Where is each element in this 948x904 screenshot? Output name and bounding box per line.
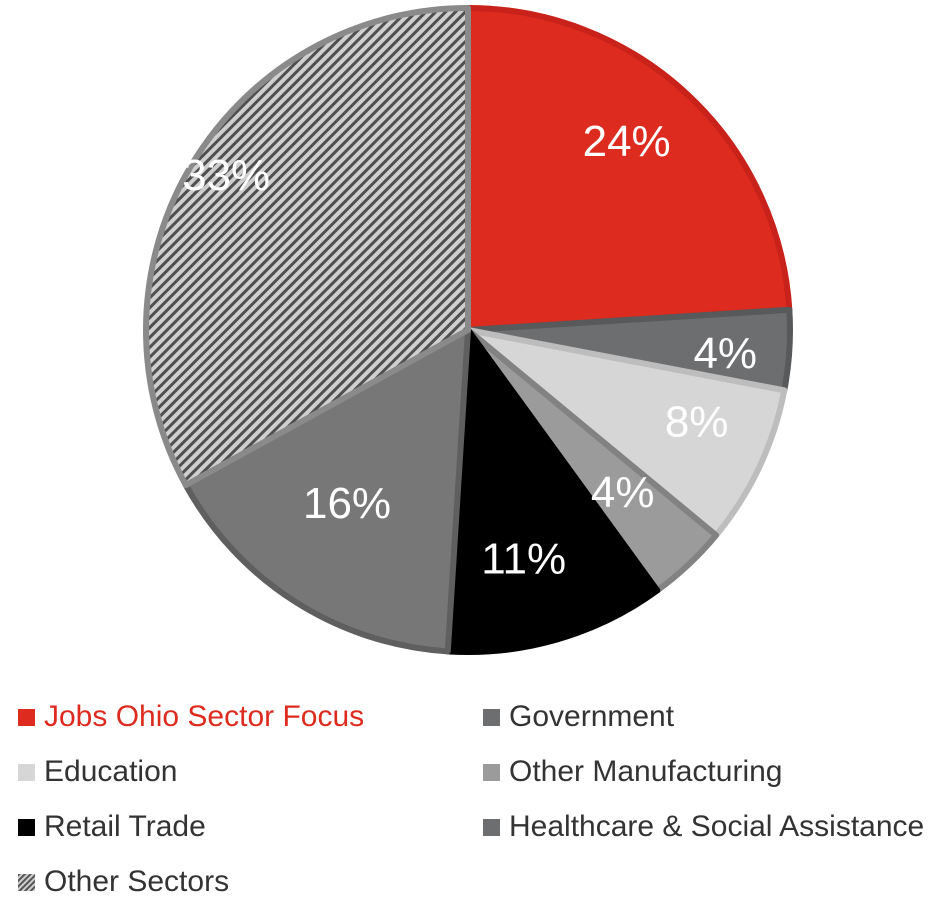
legend-item-other-manufacturing: Other Manufacturing [483,752,782,792]
legend-label-healthcare-social-assistance: Healthcare & Social Assistance [509,810,925,843]
data-label-other-sectors: 33% [182,151,270,200]
legend-label-government: Government [509,700,675,733]
legend-label-jobs-ohio-sector-focus: Jobs Ohio Sector Focus [44,700,365,733]
pie-chart: 24% 4% 8% 4% 11% 16% 33% [143,5,793,655]
legend-swatch-jobs-ohio-sector-focus [18,708,35,726]
legend-item-education: Education [18,752,177,792]
pie-chart-svg: 24%4%8%4%11%16%33% [143,5,793,655]
chart-legend: Jobs Ohio Sector Focus Government Educat… [0,695,948,904]
data-label-other-manufacturing: 4% [591,468,655,517]
legend-swatch-other-manufacturing [483,763,500,781]
legend-label-other-sectors: Other Sectors [44,865,230,898]
pie-slice-education [465,327,788,539]
legend-label-education: Education [44,755,178,788]
legend-swatch-education [18,763,35,781]
stripes-icon [18,873,35,891]
legend-item-government: Government [483,697,674,737]
pie-data-labels: 24%4%8%4%11%16%33% [182,117,757,583]
pie-slice-healthcare-social-assistance [182,327,471,655]
legend-swatch-other-sectors [18,873,35,891]
legend-item-other-sectors: Other Sectors [18,862,229,902]
data-label-healthcare-social-assistance: 16% [303,479,391,528]
legend-item-healthcare-social-assistance: Healthcare & Social Assistance [483,807,924,847]
legend-item-jobs-ohio-sector-focus: Jobs Ohio Sector Focus [18,697,364,737]
data-label-education: 8% [665,398,729,447]
legend-label-other-manufacturing: Other Manufacturing [509,755,783,788]
pie-slice-other-sectors [143,5,471,489]
legend-swatch-retail-trade [18,818,35,836]
data-label-retail-trade: 11% [481,534,566,583]
pie-slice-retail-trade [444,327,661,655]
legend-label-retail-trade: Retail Trade [44,810,206,843]
data-label-jobs-ohio-sector-focus: 24% [583,117,671,166]
legend-item-retail-trade: Retail Trade [18,807,206,847]
pie-slice-jobs-ohio-sector-focus [465,5,793,333]
pie-slices [143,5,793,655]
legend-swatch-government [483,708,500,726]
legend-swatch-healthcare-social-assistance [483,818,500,836]
data-label-government: 4% [693,329,757,378]
